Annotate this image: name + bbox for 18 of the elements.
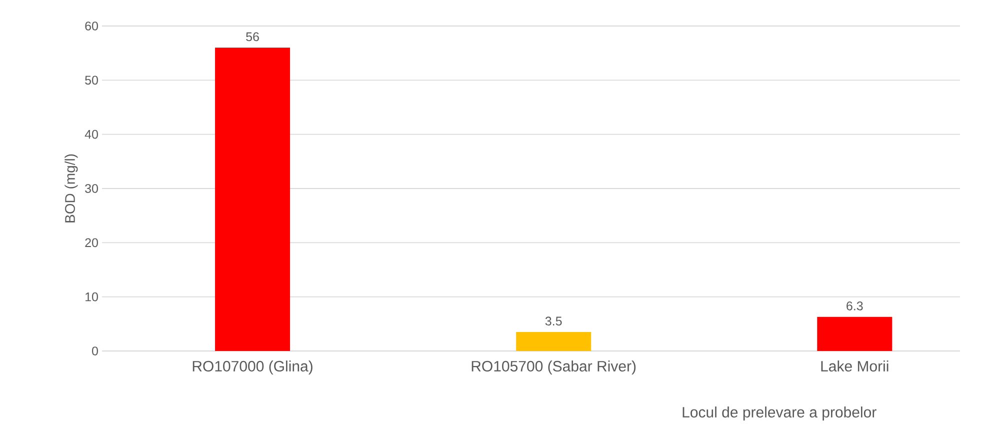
y-tick-label: 0: [92, 346, 98, 356]
x-tick-label: RO105700 (Sabar River): [472, 360, 636, 374]
y-axis-title: BOD (mg/l): [64, 154, 78, 222]
y-tick-label: 50: [85, 76, 98, 85]
x-axis-title: Locul de prelevare a probelor: [682, 406, 876, 420]
y-tick-label: 10: [86, 292, 98, 302]
bar: [817, 316, 892, 351]
x-tick-label: RO107000 (Glina): [192, 360, 312, 374]
bar: [215, 48, 290, 351]
y-tick-label: 30: [85, 184, 98, 193]
y-tick-label: 40: [84, 130, 98, 139]
data-label: 6.3: [846, 302, 863, 310]
bar: [516, 332, 592, 351]
x-tick-label: Lake Morii: [821, 360, 888, 372]
data-label: 3.5: [545, 316, 562, 326]
data-label: 56: [246, 32, 259, 42]
y-tick-label: 20: [85, 238, 98, 248]
y-tick-label: 60: [85, 22, 98, 30]
